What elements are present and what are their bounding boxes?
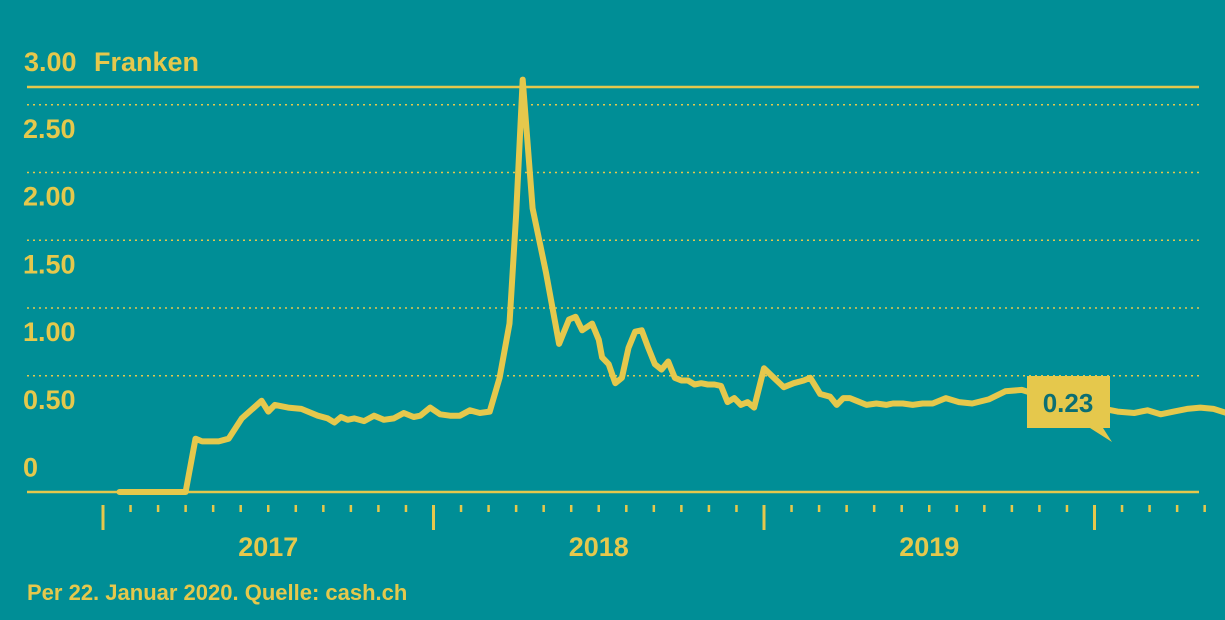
series-layer — [116, 76, 1225, 495]
y-tick-label-2.00: 2.00 — [23, 182, 76, 212]
x-year-label-2017: 2017 — [238, 532, 298, 562]
y-tick-label-3.00: 3.00 — [24, 47, 77, 77]
series-line-0 — [116, 76, 1225, 495]
y-tick-label-1.50: 1.50 — [23, 249, 76, 279]
y-tick-label-1.00: 1.00 — [23, 317, 76, 347]
x-axis: 2017201820192020 — [27, 490, 1206, 562]
x-year-label-2019: 2019 — [899, 532, 959, 562]
y-tick-label-0.50: 0.50 — [23, 385, 76, 415]
callout-box — [1027, 376, 1112, 442]
unit-label: Franken — [94, 47, 199, 77]
x-year-label-2018: 2018 — [569, 532, 629, 562]
grid-lines — [27, 85, 1199, 377]
value-callout: 0.23 — [1027, 376, 1112, 442]
y-tick-label-0: 0 — [23, 453, 38, 483]
y-axis: 0 0.50 1.00 1.50 2.00 2.50 3.00 Franken — [23, 47, 199, 483]
callout-value-label: 0.23 — [1043, 388, 1094, 418]
y-tick-label-2.50: 2.50 — [23, 114, 76, 144]
source-note: Per 22. Januar 2020. Quelle: cash.ch — [27, 580, 408, 605]
